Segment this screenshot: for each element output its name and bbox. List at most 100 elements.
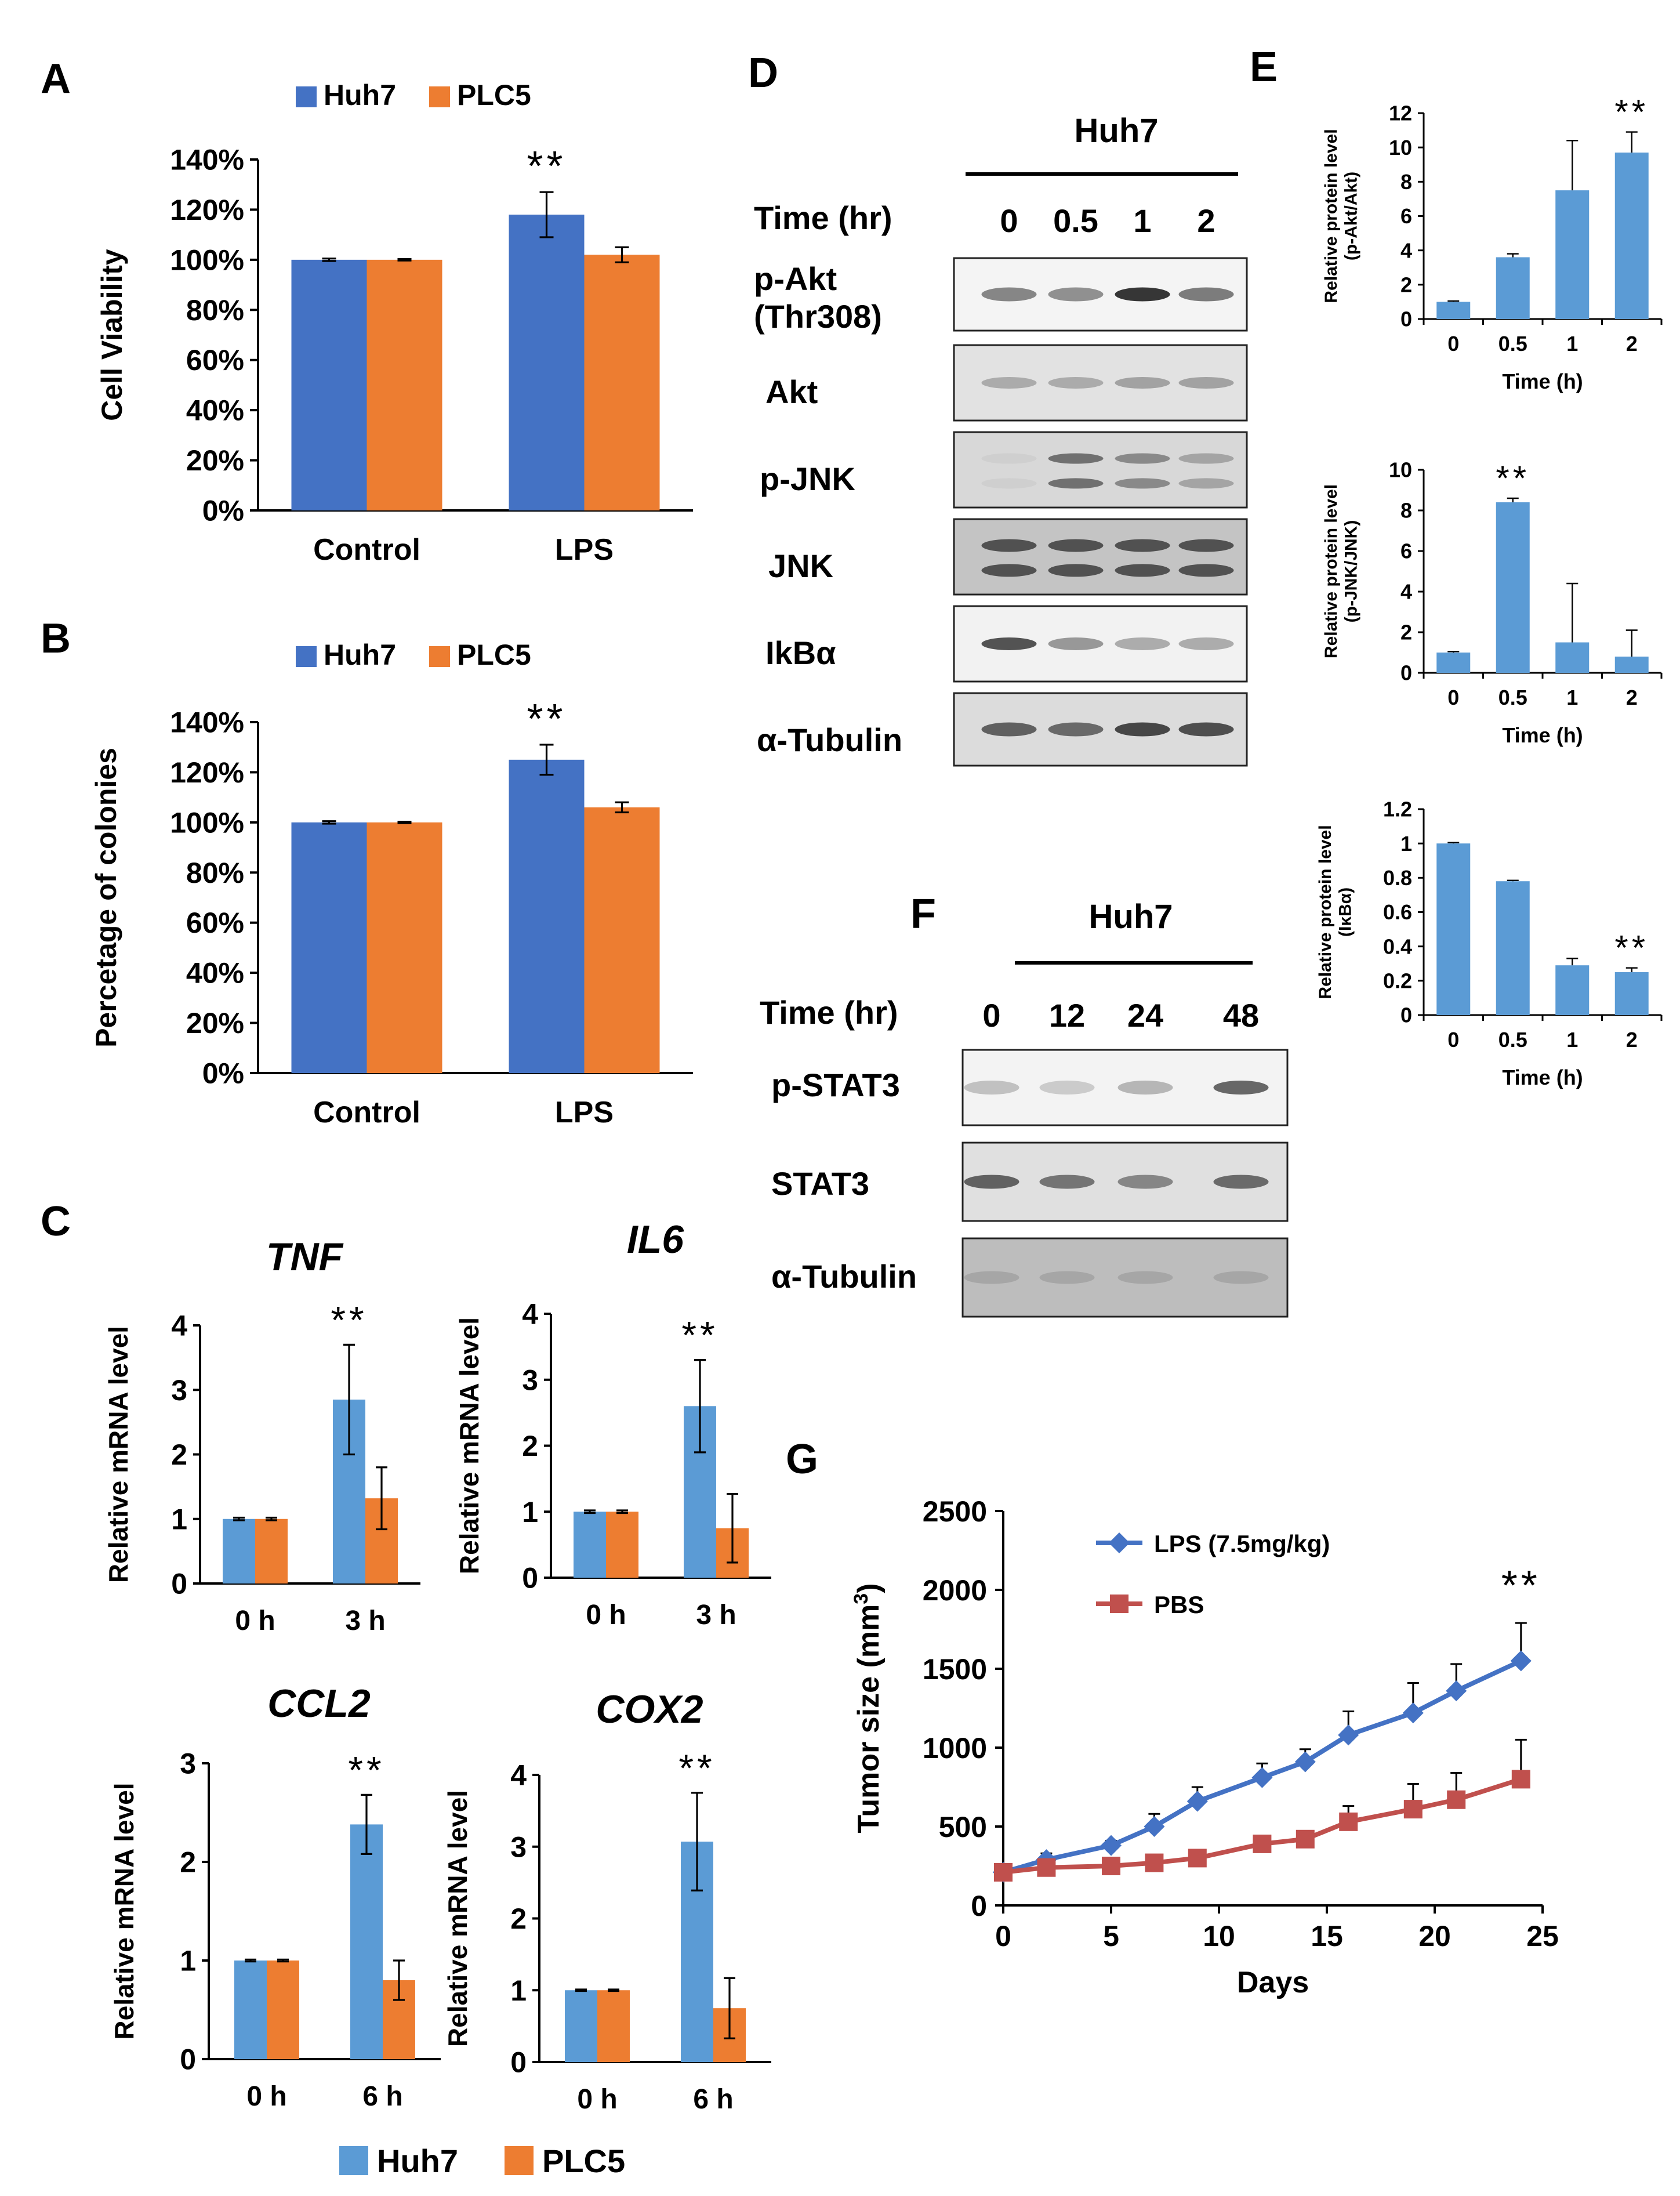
y-tick-label: 12 — [1389, 102, 1412, 125]
data-point — [1403, 1800, 1423, 1819]
blot-band — [1048, 287, 1104, 302]
significance-marker: ** — [331, 1298, 367, 1341]
y-axis-label: Relative protein level — [1322, 129, 1341, 303]
y-axis-label: Relative protein level — [1316, 825, 1335, 999]
y-tick-label: 0 — [510, 2046, 527, 2079]
y-tick-label: 120% — [170, 756, 244, 789]
y-tick-label: 8 — [1400, 499, 1412, 523]
y-tick-label: 0% — [202, 495, 244, 527]
x-tick-label: 15 — [1311, 1920, 1343, 1952]
data-point — [1296, 1829, 1315, 1849]
legend-label: PLC5 — [457, 79, 531, 111]
blot-band — [1048, 539, 1104, 552]
timepoint-label: 12 — [1049, 997, 1085, 1034]
chart-c-ccl2: CCL2 0 1 2 3 0 h 6 h ** Relative mRNA level — [109, 1682, 441, 2112]
y-tick-label: 40% — [186, 394, 244, 427]
blot-band — [1115, 722, 1170, 737]
y-tick-label: 1 — [522, 1496, 538, 1528]
x-category-label: 1 — [1566, 686, 1578, 709]
bar-value — [1614, 153, 1649, 319]
y-tick-label: 1 — [510, 1974, 527, 2007]
blot-f-label-tubulin: α-Tubulin — [771, 1258, 917, 1295]
data-point — [1338, 1724, 1359, 1746]
x-category-label: 0 — [1447, 686, 1459, 709]
blot-strip — [953, 431, 1248, 509]
y-axis-label: Percetage of colonies — [90, 748, 122, 1048]
blot-band — [1178, 539, 1234, 552]
blot-band — [1115, 564, 1170, 577]
blot-d-timepoints: 0 0.5 1 2 — [1000, 202, 1215, 239]
y-tick-label: 4 — [1400, 580, 1412, 604]
legend-swatch — [296, 86, 317, 107]
panel-f-western-blot: Huh7 Time (hr) 0 12 24 48 p-STAT3 STAT3 α-T… — [760, 898, 1289, 1318]
blot-d-label-pakt: p-Akt — [754, 260, 837, 297]
legend-swatch-huh7 — [339, 2146, 368, 2175]
legend-swatch-plc5 — [505, 2146, 534, 2175]
x-category-label: 0.5 — [1498, 1028, 1527, 1052]
y-tick-label: 0.6 — [1383, 900, 1412, 924]
y-tick-label: 3 — [171, 1374, 187, 1407]
blot-f-strips — [961, 1049, 1289, 1318]
blot-band — [981, 478, 1037, 489]
bar-value — [1614, 972, 1649, 1015]
bar-huh7 — [565, 1990, 597, 2062]
blot-band — [1117, 1175, 1173, 1189]
y-tick-label: 1.2 — [1383, 798, 1412, 821]
y-tick-label: 0 — [171, 1568, 187, 1600]
legend-swatch — [296, 646, 317, 667]
y-tick-label: 0.2 — [1383, 969, 1412, 992]
blot-band — [1115, 478, 1170, 489]
x-axis-label: Days — [1237, 1966, 1309, 1999]
blot-d-label-pjnk: p-JNK — [760, 461, 855, 497]
chart-title: CCL2 — [267, 1682, 371, 1726]
y-tick-label: 0 — [1400, 1003, 1412, 1027]
bar-huh7 — [291, 822, 367, 1073]
y-tick-label: 2 — [522, 1430, 538, 1462]
y-axis-label: (p-Akt/Akt) — [1342, 172, 1361, 260]
y-tick-label: 6 — [1400, 539, 1412, 563]
x-tick-label: 5 — [1103, 1920, 1119, 1952]
y-tick-label: 0 — [1400, 661, 1412, 685]
blot-band — [981, 564, 1037, 577]
bar-huh7 — [234, 1961, 267, 2059]
y-axis-label: Cell Viability — [96, 249, 128, 421]
x-category-label: Control — [313, 533, 420, 567]
blot-band — [1117, 1271, 1173, 1284]
blot-d-label-pakt-site: (Thr308) — [754, 298, 882, 335]
y-tick-label: 20% — [186, 444, 244, 477]
y-tick-label: 1500 — [923, 1653, 987, 1686]
blot-d-label-akt: Akt — [765, 374, 818, 410]
x-tick-label: 0 — [995, 1920, 1011, 1952]
x-category-label: 1 — [1566, 332, 1578, 356]
x-category-label: 0 h — [586, 1600, 626, 1630]
y-tick-label: 120% — [170, 194, 244, 226]
timepoint-label: 0 — [1000, 202, 1018, 239]
x-category-label: 0 h — [577, 2084, 617, 2115]
blot-band — [1048, 564, 1104, 577]
significance-marker: ** — [527, 143, 566, 190]
y-tick-label: 100% — [170, 806, 244, 839]
significance-marker: ** — [681, 1314, 718, 1357]
data-point — [1510, 1650, 1532, 1672]
significance-marker: ** — [678, 1746, 715, 1789]
legend-marker — [1109, 1532, 1130, 1553]
chart-c-cox2: COX2 0 1 2 3 4 0 h 6 h ** Relative mRNA level — [442, 1687, 771, 2115]
x-tick-label: 10 — [1203, 1920, 1235, 1952]
bar-plc5 — [367, 259, 442, 510]
x-axis-label: Time (h) — [1502, 1066, 1583, 1089]
y-tick-label: 60% — [186, 344, 244, 376]
bar-value — [1436, 302, 1471, 319]
x-category-label: 0 h — [246, 2081, 286, 2112]
panel-label-d: D — [748, 50, 778, 96]
blot-band — [1039, 1175, 1095, 1189]
y-tick-label: 2 — [171, 1438, 187, 1471]
blot-band — [1213, 1081, 1269, 1095]
significance-marker: ** — [1614, 93, 1649, 132]
timepoint-label: 0.5 — [1053, 202, 1098, 239]
y-tick-label: 4 — [1400, 238, 1412, 262]
y-tick-label: 20% — [186, 1007, 244, 1039]
blot-strip — [953, 518, 1248, 596]
y-tick-label: 0 — [1400, 307, 1412, 331]
blot-band — [1048, 722, 1104, 737]
